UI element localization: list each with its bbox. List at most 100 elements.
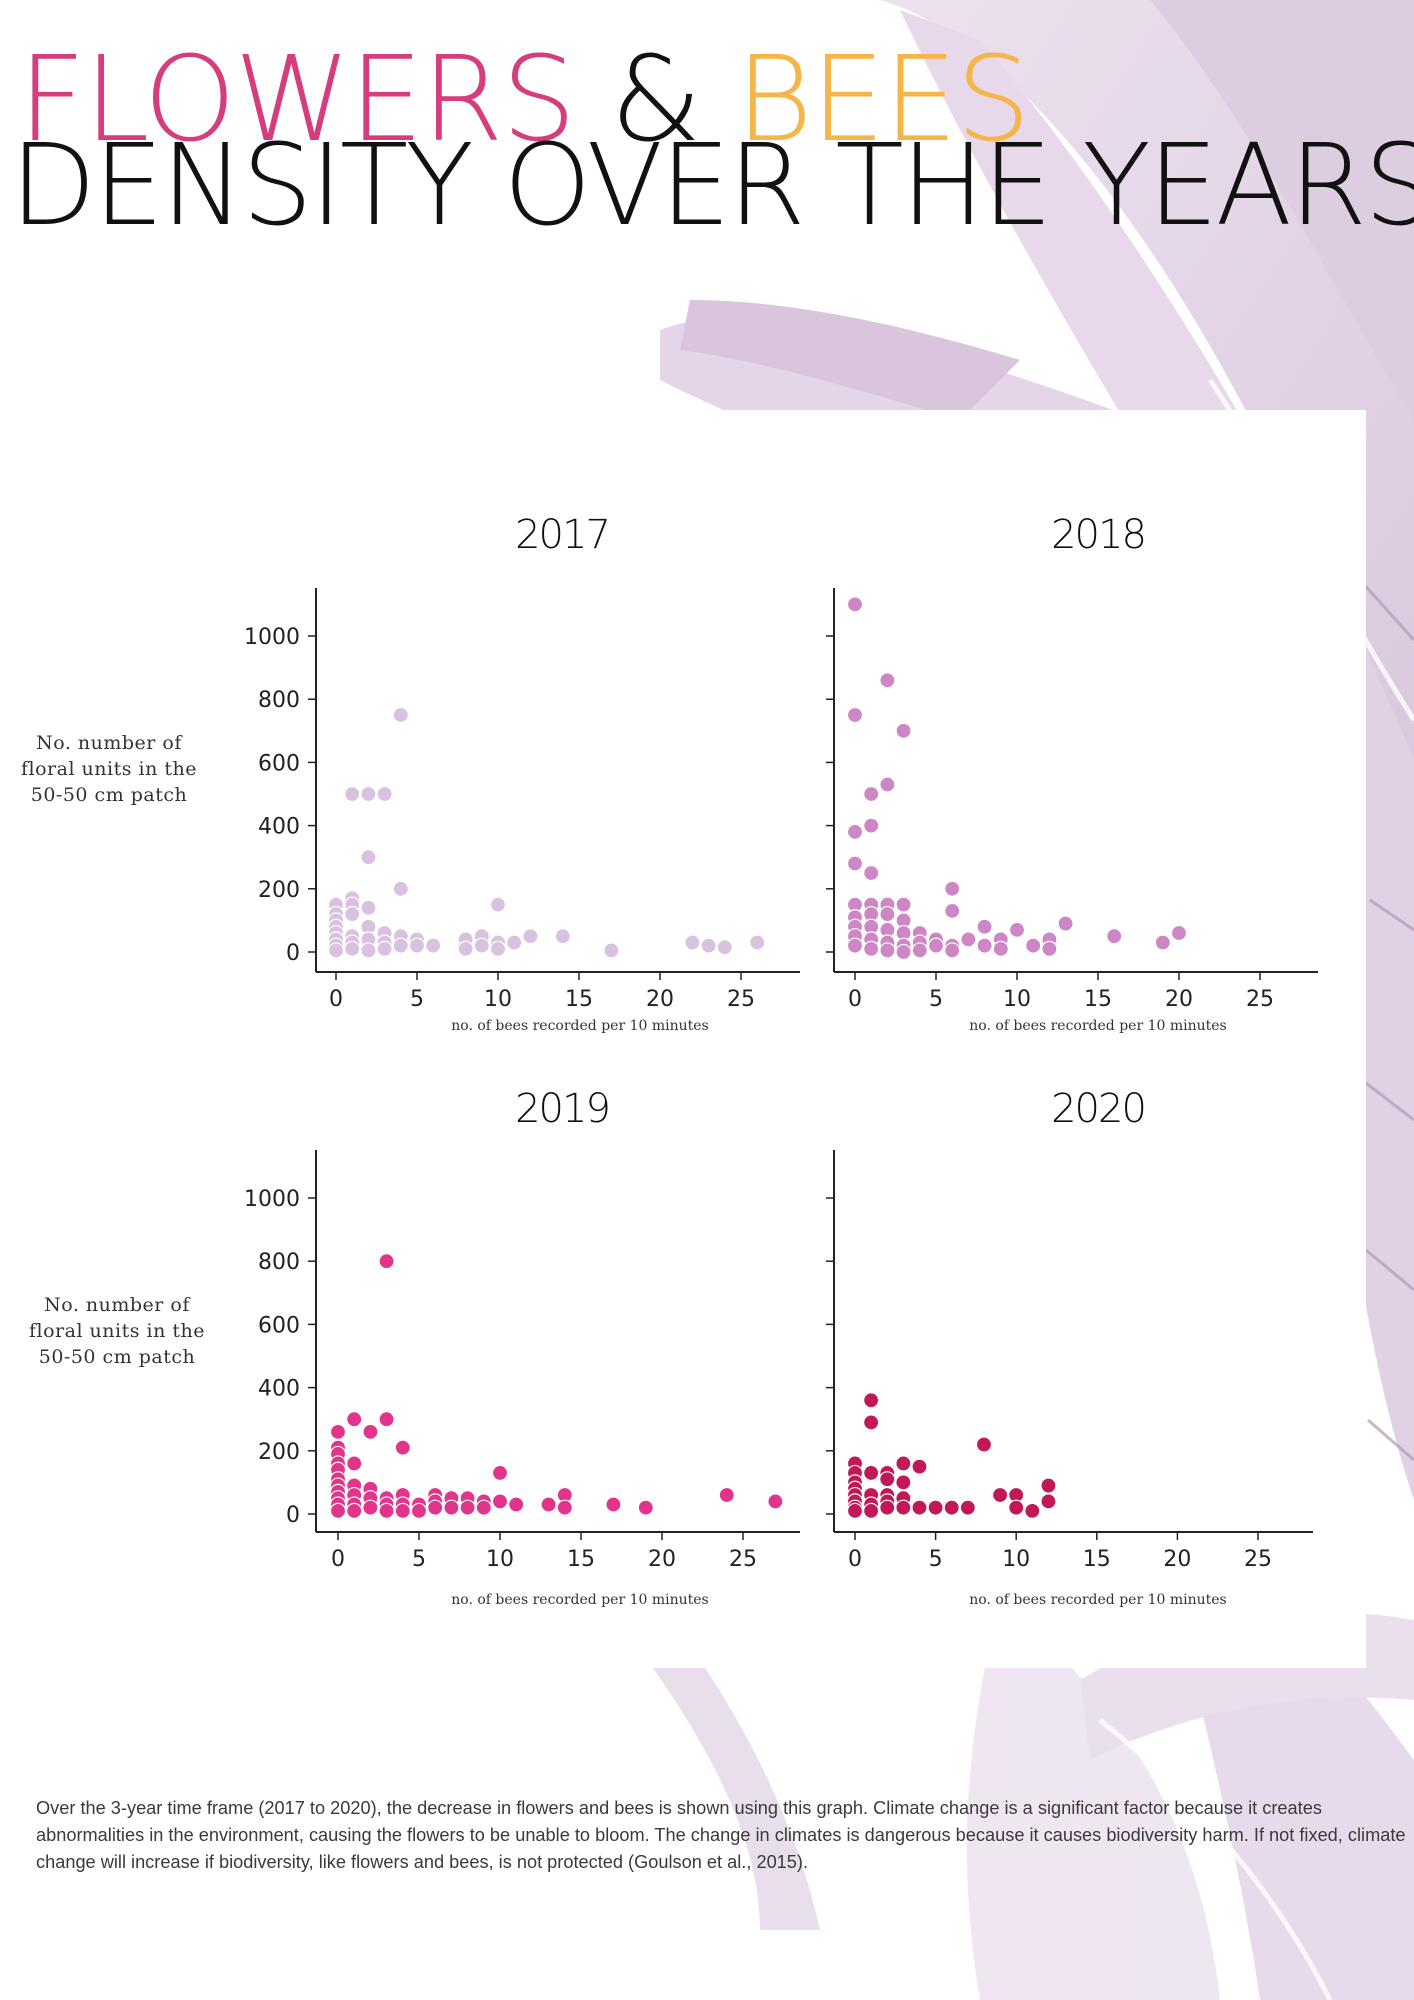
x-tick-label: 0 [848, 1547, 862, 1572]
scatter-point [895, 1455, 912, 1472]
scatter-point [457, 940, 474, 957]
y-tick-label: 600 [258, 1313, 300, 1338]
scatter-point [344, 785, 361, 803]
scatter-point [605, 1496, 622, 1513]
x-tick-label: 0 [329, 987, 343, 1012]
scatter-point [976, 918, 993, 935]
scatter-point [554, 928, 571, 945]
scatter-point [443, 1499, 460, 1516]
scatter-point [522, 928, 539, 945]
scatter-point [718, 1486, 735, 1504]
scatter-point [863, 1414, 880, 1431]
scatter-point [1024, 1502, 1041, 1519]
scatter-point [327, 942, 345, 959]
scatter-point [1040, 1493, 1057, 1510]
x-axis-label: no. of bees recorded per 10 minutes [969, 1018, 1226, 1034]
x-axis-label: no. of bees recorded per 10 minutes [451, 1018, 708, 1034]
scatter-point [378, 1253, 395, 1270]
scatter-point [346, 1502, 363, 1519]
scatter-point [475, 1499, 492, 1516]
scatter-point [410, 1502, 428, 1519]
x-tick-label: 5 [412, 1547, 426, 1572]
scatter-point [975, 1436, 993, 1453]
scatter-point [556, 1499, 573, 1516]
x-tick-label: 5 [929, 1547, 943, 1572]
scatter-point [329, 1423, 347, 1440]
x-tick-label: 20 [1165, 987, 1193, 1012]
scatter-point [1106, 928, 1123, 945]
scatter-point [863, 864, 880, 882]
x-tick-label: 25 [1244, 1547, 1272, 1572]
y-axis-label-bottom: No. number of floral units in the 50-50 … [28, 1294, 206, 1368]
scatter-point [392, 880, 409, 897]
scatter-point [863, 817, 880, 834]
scatter-point [360, 899, 377, 916]
x-tick-label: 20 [646, 987, 674, 1012]
y-tick-label: 200 [258, 1440, 300, 1465]
scatter-point [767, 1493, 784, 1510]
scatter-point [344, 905, 361, 923]
chart-title: 2020 [1051, 1086, 1145, 1132]
scatter-point [540, 1496, 557, 1513]
x-tick-label: 25 [729, 1547, 757, 1572]
scatter-point [360, 785, 377, 803]
scatter-point [508, 1496, 525, 1513]
scatter-point [1154, 934, 1171, 951]
scatter-point [991, 1486, 1009, 1504]
scatter-point [637, 1499, 654, 1516]
y-tick-label: 600 [258, 751, 300, 776]
x-axis-label: no. of bees recorded per 10 minutes [969, 1592, 1226, 1608]
y-axis-label-top: No. number of floral units in the 50-50 … [20, 732, 198, 806]
scatter-point [879, 1499, 896, 1516]
scatter-point [879, 942, 896, 959]
scatter-point [408, 937, 426, 954]
scatter-point [846, 855, 864, 872]
scatter-point [959, 1499, 976, 1516]
x-tick-label: 5 [410, 987, 424, 1012]
scatter-point [863, 1502, 880, 1519]
scatter-point [944, 902, 961, 920]
x-tick-label: 10 [1003, 987, 1031, 1012]
x-tick-label: 15 [565, 987, 593, 1012]
scatter-point [491, 1464, 509, 1482]
scatter-point [684, 934, 701, 951]
chart-title: 2018 [1051, 512, 1145, 558]
scatter-point [944, 942, 961, 959]
scatter-point [863, 1464, 880, 1482]
scatter-point [927, 937, 945, 954]
caption-text: Over the 3-year time frame (2017 to 2020… [36, 1798, 1406, 1872]
scatter-point [362, 1423, 379, 1440]
scatter-point [1170, 924, 1188, 942]
scatter-point [863, 940, 880, 957]
y-tick-label: 400 [258, 1377, 300, 1402]
scatter-point [879, 672, 896, 689]
scatter-point [976, 937, 993, 954]
y-tick-label: 200 [258, 878, 300, 903]
scatter-point [489, 940, 507, 957]
scatter-point [927, 1499, 944, 1516]
x-tick-label: 0 [331, 1547, 345, 1572]
scatter-point [392, 706, 409, 724]
scatter-point [360, 849, 377, 866]
scatter-point [362, 1499, 379, 1516]
scatter-point [346, 1411, 363, 1428]
scatter-point [911, 1499, 928, 1516]
scatter-point [911, 1458, 928, 1475]
scatter-point [392, 937, 409, 954]
x-tick-label: 10 [1002, 1547, 1030, 1572]
scatter-point [506, 934, 523, 951]
x-tick-label: 25 [1246, 987, 1274, 1012]
scatter-point [846, 706, 864, 724]
scatter-point [846, 1502, 864, 1519]
scatter-point [491, 1493, 509, 1510]
x-tick-label: 10 [486, 1547, 514, 1572]
y-tick-label: 1000 [244, 625, 300, 650]
scatter-point [943, 1499, 960, 1516]
y-tick-label: 0 [286, 941, 300, 966]
scatter-point [376, 940, 393, 957]
scatter-point [960, 931, 977, 948]
x-axis-label: no. of bees recorded per 10 minutes [451, 1592, 708, 1608]
scatter-point [427, 1499, 444, 1516]
chart-title: 2019 [515, 1086, 609, 1132]
scatter-point [749, 934, 766, 951]
